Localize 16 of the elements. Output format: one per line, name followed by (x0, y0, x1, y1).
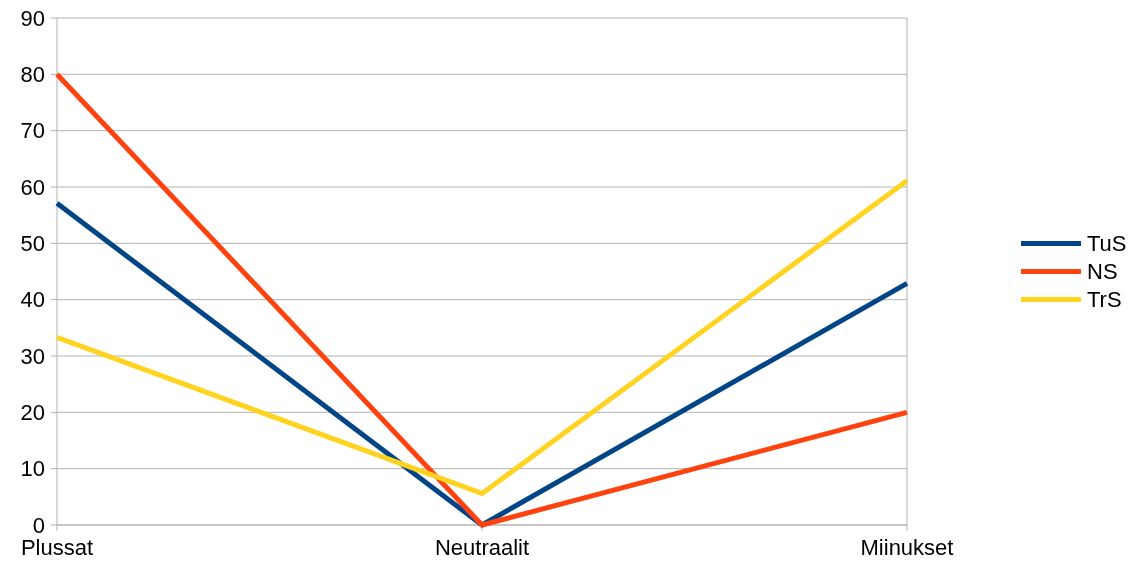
legend-label: NS (1087, 259, 1118, 285)
y-tick-label: 80 (20, 62, 45, 88)
y-tick-label: 90 (20, 5, 45, 31)
legend-label: TuS (1087, 231, 1127, 257)
y-tick-label: 20 (20, 400, 45, 426)
x-tick-label: Miinukset (860, 535, 954, 560)
y-tick-label: 60 (20, 174, 45, 200)
y-tick-label: 50 (20, 231, 45, 257)
y-tick-label: 10 (20, 456, 45, 482)
y-tick-label: 40 (20, 287, 45, 313)
legend-label: TrS (1087, 287, 1122, 313)
x-tick-label: Neutraalit (434, 535, 530, 560)
y-tick-label: 30 (20, 343, 45, 369)
y-tick-label: 0 (32, 512, 45, 538)
x-tick-label: Plussat (20, 535, 94, 560)
y-tick-label: 70 (20, 118, 45, 144)
